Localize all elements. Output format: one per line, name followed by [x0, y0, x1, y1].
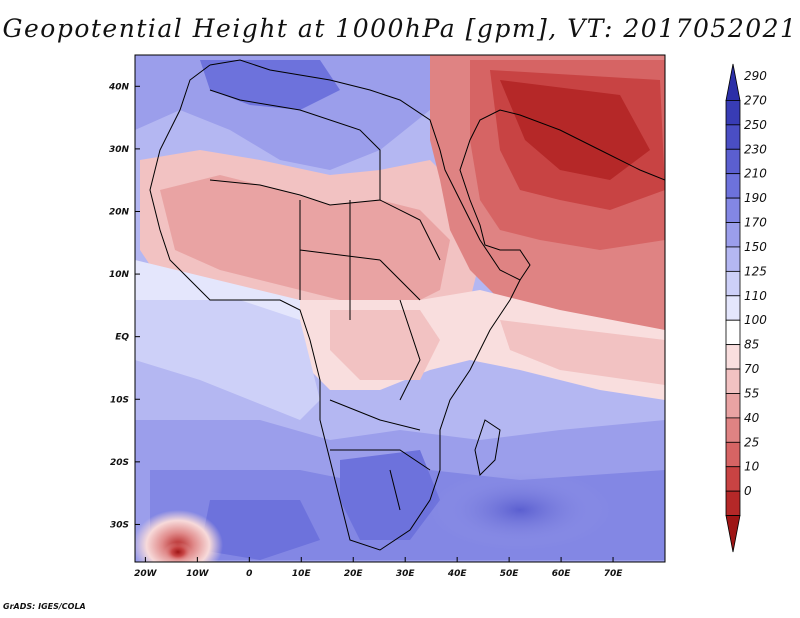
chart-title: Geopotential Height at 1000hPa [gpm], VT… [2, 14, 798, 43]
colorbar-label: 170 [744, 216, 767, 230]
lon-label: 0 [246, 569, 252, 579]
colorbar-swatch [725, 148, 741, 175]
lon-label: 10E [292, 569, 312, 579]
colorbar-label: 150 [744, 240, 767, 254]
colorbar-label: 250 [744, 118, 767, 132]
colorbar-label: 270 [744, 93, 767, 107]
colorbar-swatch [725, 63, 741, 101]
colorbar-label: 10 [744, 460, 760, 474]
colorbar-swatch [725, 246, 741, 272]
colorbar-label: 40 [744, 411, 760, 425]
colorbar-swatch [725, 197, 741, 223]
colorbar-swatch [725, 270, 741, 297]
lon-label: 10W [186, 569, 210, 579]
colorbar-label: 110 [744, 289, 767, 303]
lat-label: 10S [110, 395, 129, 405]
colorbar-swatch [725, 393, 741, 419]
map-frame [134, 54, 666, 563]
height-field [135, 55, 665, 562]
lon-label: 70E [604, 569, 624, 579]
colorbar-label: 100 [744, 313, 767, 327]
lon-label: 60E [552, 569, 572, 579]
colorbar-label: 190 [744, 191, 767, 205]
colorbar-swatch [725, 319, 741, 346]
lat-label: EQ [115, 333, 129, 343]
lat-label: 30N [109, 145, 130, 155]
lon-label: 30E [396, 569, 416, 579]
colorbar-swatch [725, 466, 741, 492]
colorbar-swatch [725, 490, 741, 516]
colorbar-label: 230 [744, 142, 767, 156]
coastlines [149, 59, 665, 551]
lon-label: 50E [500, 569, 520, 579]
longitude-labels: 20W 10W 0 10E 20E 30E 40E 50E 60E 70E [134, 557, 623, 579]
colorbar-swatch [725, 344, 741, 370]
colorbar-label: 125 [744, 264, 767, 278]
lat-label: 40N [108, 82, 130, 92]
colorbar-label: 210 [744, 167, 767, 181]
latitude-labels: 40N 30N 20N 10N EQ 10S 20S 30S [108, 82, 140, 530]
lat-label: 20S [110, 458, 129, 468]
colorbar-swatch [725, 222, 741, 248]
colorbar: 2902702502302101901701501251101008570554… [725, 63, 767, 553]
colorbar-swatch [725, 173, 741, 199]
colorbar-label: 70 [744, 362, 760, 376]
colorbar-label: 85 [744, 338, 759, 352]
lat-label: 10N [109, 270, 130, 280]
colorbar-label: 55 [744, 386, 759, 400]
colorbar-swatch [725, 417, 741, 443]
colorbar-label: 25 [744, 435, 759, 449]
colorbar-swatch [725, 368, 741, 394]
lat-label: 30S [110, 520, 129, 530]
colorbar-swatch [725, 100, 741, 126]
colorbar-label: 290 [744, 69, 767, 83]
colorbar-swatch [725, 441, 741, 468]
colorbar-swatch [725, 124, 741, 150]
credit-text: GrADS: IGES/COLA [3, 602, 86, 611]
lon-label: 40E [447, 569, 468, 579]
colorbar-swatch [725, 515, 741, 553]
colorbar-swatch [725, 295, 741, 321]
colorbar-label: 0 [744, 484, 752, 498]
lon-label: 20W [134, 569, 158, 579]
lat-label: 20N [109, 207, 130, 217]
lon-label: 20E [344, 569, 364, 579]
